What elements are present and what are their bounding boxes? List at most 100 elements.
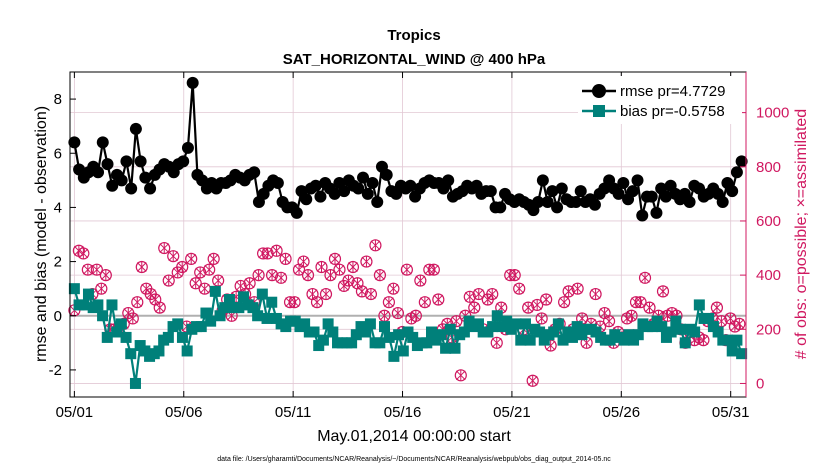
bias-point [491,310,503,322]
legend-box [578,76,742,124]
obs-marker [427,263,440,276]
rmse-point [357,171,370,184]
obs-marker [400,263,413,276]
obs-marker [634,296,647,309]
bias-point [379,321,391,333]
bias-point [125,348,137,360]
bias-point [440,342,452,354]
obs-marker [315,260,328,274]
bias-point [665,326,677,338]
obs-marker [243,277,256,290]
bias-point [214,310,226,322]
bias-point [515,334,527,346]
bias-point [233,302,245,314]
rmse-point [532,196,545,208]
bias-point [176,331,188,343]
rmse-point [484,185,497,198]
bias-point [223,294,235,305]
bias-point [115,318,127,330]
bias-point [364,318,376,330]
rmse-point [650,206,663,219]
obs-marker [387,282,400,295]
obs-marker [131,296,144,309]
obs-marker [733,317,746,330]
rmse-point [735,155,748,168]
bias-point [487,321,499,333]
bias-point [374,337,386,349]
rmse-point [380,168,393,181]
obs-marker [81,263,94,276]
rmse-point [68,136,81,149]
bias-point [548,326,560,338]
bias-point [350,329,362,341]
right-tick-label: 800 [756,159,781,176]
bias-point [534,326,546,338]
obs-marker [418,296,431,309]
rmse-point [617,177,630,190]
bias-point [566,331,578,343]
bias-point [205,315,217,327]
obs-marker [77,247,90,260]
bias-point [317,334,329,346]
bias-point [82,288,94,300]
obs-marker [297,255,310,268]
bias-point [247,302,259,314]
obs-marker [288,296,301,309]
bias-point [111,326,123,338]
legend-rmse-label: rmse pr=4.7729 [620,83,725,100]
right-tick-label: 600 [756,213,781,230]
bias-point [689,326,701,338]
obs-marker [409,309,422,322]
footnote: data file: /Users/gharamti/Documents/NCA… [217,456,611,463]
obs-marker [526,374,539,387]
rmse-point [125,182,138,195]
obs-marker [360,255,373,268]
bias-point [101,331,113,343]
obs-marker [602,315,616,328]
rmse-point [588,198,601,211]
rmse-point [352,182,365,195]
bias-point [129,377,141,389]
obs-marker [656,285,670,298]
y-tick-label: 2 [54,254,62,271]
x-tick-label: 05/01 [56,404,94,421]
obs-marker [697,334,710,347]
bias-point [68,283,80,295]
bias-point [327,326,339,338]
bias-point [632,329,644,341]
rmse-point [92,166,105,179]
obs-marker [414,274,427,287]
rmse-point [271,177,284,190]
obs-marker [531,298,544,312]
rmse-point [494,201,507,214]
bias-point [266,296,278,308]
obs-marker [486,287,499,301]
bias-point [238,291,250,303]
y-tick-label: 0 [54,308,62,325]
obs-marker [99,269,112,282]
obs-marker [171,266,184,279]
obs-marker [274,271,288,284]
y-axis-label: rmse and bias (model - observation) [33,106,50,362]
rmse-point [309,179,322,192]
bias-point [571,321,583,333]
rmse-point [101,158,114,171]
y-tick-label: 6 [54,145,62,162]
obs-marker [324,269,337,282]
rmse-point [716,196,729,208]
bias-point [524,334,536,346]
obs-marker [643,301,656,314]
rmse-point [569,196,582,208]
rmse-point [636,209,649,222]
bias-point [299,318,311,330]
rmse-point [683,196,696,208]
obs-marker [562,285,575,298]
rmse-point [120,155,133,168]
y-tick-label: 8 [54,91,62,108]
bias-point [656,321,668,333]
bias-point [383,331,395,343]
x-tick-label: 05/11 [275,404,311,421]
rmse-point [96,136,109,149]
bias-point [675,323,687,335]
